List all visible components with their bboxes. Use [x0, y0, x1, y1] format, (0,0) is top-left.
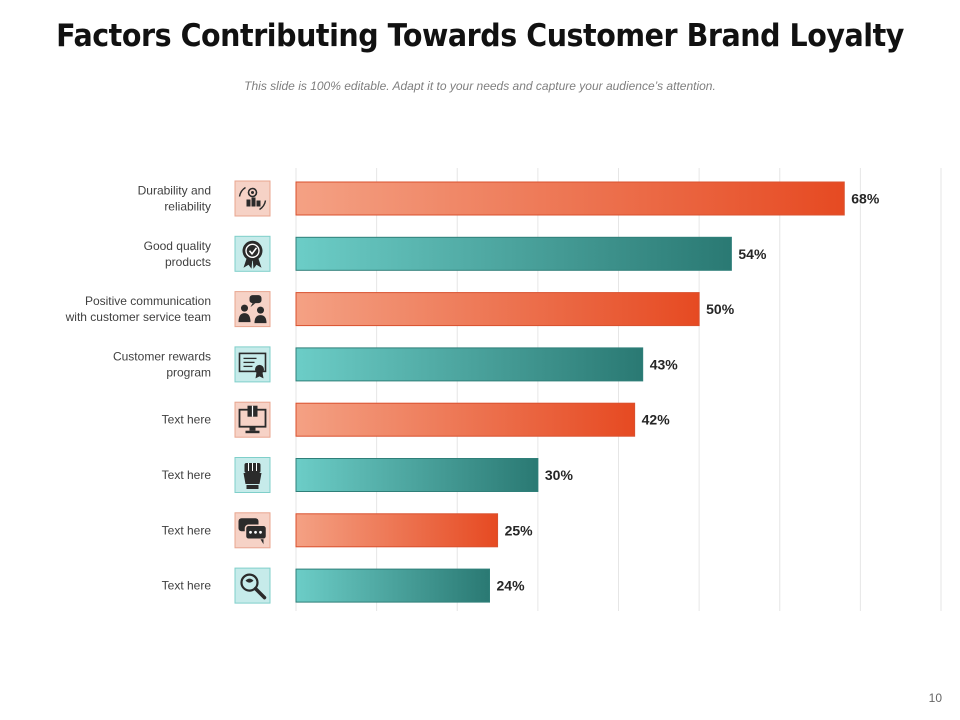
bars: [295, 181, 845, 603]
certificate-icon: [234, 346, 271, 383]
gears-people-icon: [234, 180, 271, 217]
value-label: 24%: [497, 578, 526, 594]
value-label: 43%: [650, 356, 679, 372]
bar: [295, 181, 845, 216]
chat-bubbles-icon: [234, 512, 271, 549]
bar: [295, 292, 700, 327]
value-label: 50%: [706, 301, 735, 317]
page-number: 10: [928, 691, 942, 705]
bar: [295, 568, 490, 603]
slide-subtitle: This slide is 100% editable. Adapt it to…: [244, 79, 716, 93]
value-label: 54%: [738, 246, 767, 262]
labels: 68% Durability and reliability 54% Good qual…: [65, 184, 880, 594]
slide-title: Factors Contributing Towards Customer Br…: [56, 18, 904, 54]
value-label: 30%: [545, 467, 574, 483]
category-label: Text here: [162, 468, 212, 482]
category-label: Text here: [162, 413, 212, 427]
computer-gift-icon: [234, 401, 271, 438]
raised-fist-icon: [234, 457, 271, 493]
category-label: Text here: [162, 579, 212, 593]
communication-people-icon: [234, 291, 271, 328]
category-label: Text here: [162, 523, 212, 537]
bar: [295, 513, 499, 548]
value-label: 25%: [505, 522, 534, 538]
icons: [234, 180, 271, 604]
bar: [295, 458, 539, 492]
bar: [295, 236, 732, 271]
category-label: Customer rewards program: [113, 349, 211, 379]
award-ribbon-icon: [234, 235, 271, 272]
magnifier-icon: [234, 567, 271, 604]
category-label: Durability and reliability: [138, 184, 211, 214]
bar: [295, 402, 636, 437]
category-label: Good quality products: [144, 239, 211, 269]
category-label: Positive communication with customer serv…: [65, 294, 211, 324]
value-label: 42%: [642, 412, 671, 428]
value-label: 68%: [851, 191, 880, 207]
bar: [295, 347, 644, 382]
